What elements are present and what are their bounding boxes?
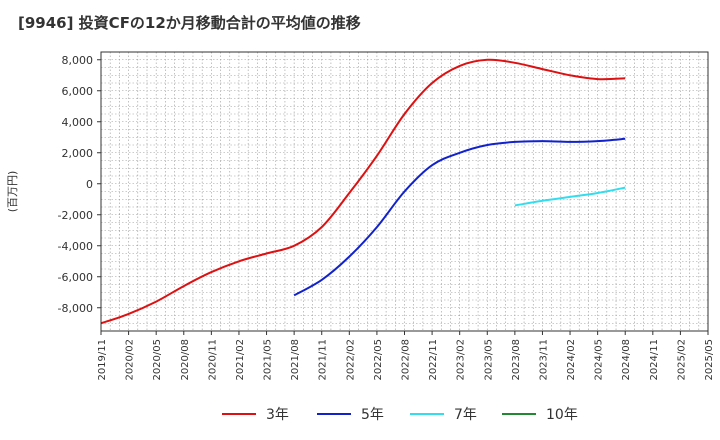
series-line-5年 — [293, 137, 626, 297]
x-tick-label: 2021/11 — [318, 339, 329, 381]
y-tick-label: 6,000 — [62, 85, 94, 98]
x-tick-label: 2020/05 — [152, 339, 163, 381]
y-tick-label: 0 — [86, 178, 93, 191]
series-layer — [100, 58, 626, 325]
x-tick-label: 2020/02 — [125, 339, 136, 381]
y-tick-label: -2,000 — [58, 209, 93, 222]
x-tick-label: 2024/08 — [621, 339, 632, 381]
x-tick-label: 2025/02 — [676, 339, 687, 381]
y-tick-label: 4,000 — [62, 116, 94, 129]
legend-label-5年: 5年 — [361, 407, 384, 423]
x-tick-label: 2024/11 — [649, 339, 660, 381]
y-tick-label: -6,000 — [58, 271, 93, 284]
x-tick-label: 2021/08 — [290, 339, 301, 381]
axis-layer: 8,000 6,000 4,000 2,000 0 -2,000 -4,000 -6,000 -… — [6, 51, 715, 381]
x-tick-label: 2023/02 — [456, 339, 467, 381]
chart-title: [9946] 投資CFの12か月移動合計の平均値の推移 — [18, 14, 361, 32]
x-tick-label: 2023/08 — [511, 339, 522, 381]
x-tick-label: 2025/05 — [704, 339, 715, 381]
x-tick-label: 2022/05 — [373, 339, 384, 381]
x-tick-label: 2021/05 — [263, 339, 274, 381]
x-tick-label: 2020/08 — [180, 339, 191, 381]
plot-frame — [100, 51, 709, 332]
series-line-3年 — [100, 58, 626, 325]
x-tick-label: 2022/08 — [401, 339, 412, 381]
legend-label-3年: 3年 — [266, 407, 289, 423]
y-tick-label: 2,000 — [62, 147, 94, 160]
x-tick-label: 2023/05 — [483, 339, 494, 381]
x-tick-label: 2020/11 — [207, 339, 218, 381]
x-tick-label: 2021/02 — [235, 339, 246, 381]
y-axis-label: (百万円) — [6, 171, 19, 213]
legend: 3年 5年 7年 10年 — [222, 407, 578, 423]
series-line-7年 — [514, 186, 626, 207]
grid-layer — [100, 51, 709, 332]
legend-label-10年: 10年 — [546, 407, 578, 423]
x-tick-label: 2022/11 — [428, 339, 439, 381]
x-tick-label: 2024/05 — [594, 339, 605, 381]
y-tick-label: -4,000 — [58, 240, 93, 253]
legend-label-7年: 7年 — [454, 407, 477, 423]
x-tick-label: 2022/02 — [345, 339, 356, 381]
y-tick-label: 8,000 — [62, 54, 94, 67]
x-tick-label: 2024/02 — [566, 339, 577, 381]
y-tick-label: -8,000 — [58, 302, 93, 315]
x-tick-label: 2019/11 — [97, 339, 108, 381]
x-tick-label: 2023/11 — [538, 339, 549, 381]
